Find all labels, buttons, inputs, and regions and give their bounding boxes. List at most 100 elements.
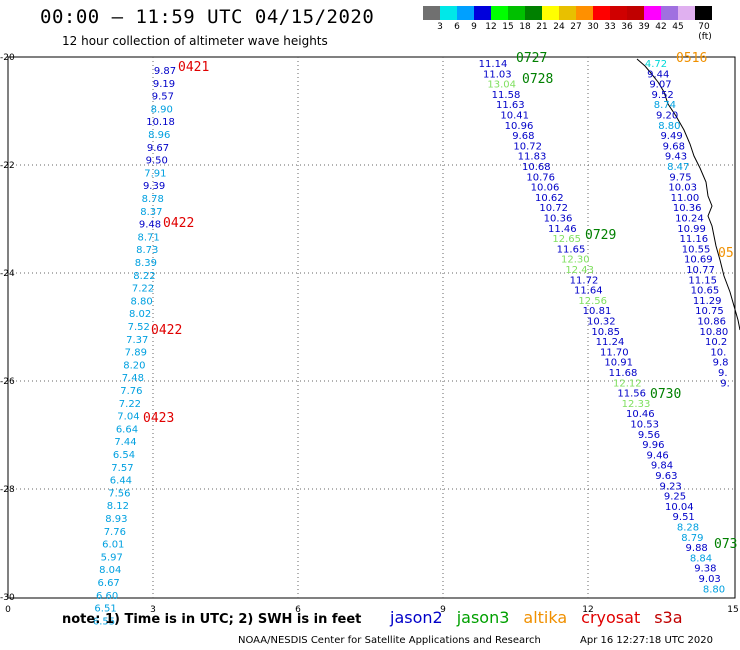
wave-height-value: 7.52 — [128, 322, 150, 333]
pass-label: 0421 — [178, 60, 209, 75]
wave-height-value: 7.91 — [144, 168, 166, 179]
wave-height-value: 9.39 — [143, 181, 165, 192]
wave-height-value: 12.30 — [561, 255, 590, 266]
wave-height-value: 10.72 — [513, 141, 542, 152]
wave-height-value: 7.89 — [125, 348, 147, 359]
color-swatch — [610, 6, 627, 20]
wave-height-value: 9.96 — [642, 440, 664, 451]
color-swatch — [661, 6, 678, 20]
wave-height-value: 8.74 — [654, 100, 676, 111]
color-swatch — [695, 6, 712, 20]
wave-height-value: 10.75 — [695, 306, 724, 317]
wave-height-value: 9.19 — [153, 79, 175, 90]
wave-height-value: 10.91 — [604, 358, 633, 369]
color-swatch — [542, 6, 559, 20]
wave-height-value: 11.63 — [496, 100, 525, 111]
wave-height-value: 9.43 — [665, 152, 687, 163]
wave-height-value: 9.46 — [647, 450, 669, 461]
wave-height-value: 9.87 — [154, 66, 176, 77]
color-scale-tick: 42 — [655, 22, 667, 32]
wave-height-value: 9.48 — [139, 220, 161, 231]
wave-height-value: 6.01 — [102, 540, 124, 551]
wave-height-value: 7.57 — [111, 463, 133, 474]
wave-height-value: 6.55 — [93, 616, 115, 627]
wave-height-value: 11.83 — [518, 152, 547, 163]
wave-height-value: 10.77 — [686, 265, 715, 276]
wave-height-value: 10.36 — [673, 203, 702, 214]
wave-height-value: 9.38 — [694, 564, 716, 575]
wave-height-value: 10.80 — [700, 327, 729, 338]
wave-height-value: 9.63 — [655, 471, 677, 482]
color-swatch — [593, 6, 610, 20]
wave-height-value: 8.90 — [151, 104, 173, 115]
pass-label: 05 — [718, 246, 734, 261]
satellite-legend: jason2 jason3 altika cryosat s3a — [390, 608, 697, 627]
color-swatch — [457, 6, 474, 20]
color-swatch — [644, 6, 661, 20]
map-grid: 0 3 6 9 12 15 -20 -22 -24 -26 -28 -30 — [0, 53, 739, 615]
color-scale-tick: 18 — [519, 22, 531, 32]
color-swatch — [559, 6, 576, 20]
wave-height-value: 9.68 — [512, 131, 534, 142]
wave-height-value: 11.16 — [680, 234, 709, 245]
color-scale-tick: 30 — [587, 22, 599, 32]
wave-height-value: 5.97 — [101, 552, 123, 563]
wave-height-value: 11.56 — [617, 389, 646, 400]
x-tick-label: 12 — [582, 605, 593, 615]
wave-height-value: 11.58 — [492, 90, 521, 101]
wave-height-value: 11.68 — [609, 368, 638, 379]
wave-height-value: 8.80 — [703, 584, 725, 595]
legend-item-s3a: s3a — [654, 608, 683, 627]
map-frame — [7, 56, 736, 599]
wave-height-value: 9.8 — [713, 358, 729, 369]
pass-label: 0728 — [522, 72, 553, 87]
wave-height-value: 11.03 — [483, 69, 512, 80]
legend-item-altika: altika — [523, 608, 568, 627]
wave-height-value: 11.64 — [574, 286, 603, 297]
wave-height-value: 10.85 — [591, 327, 620, 338]
wave-height-value: 8.47 — [667, 162, 689, 173]
wave-height-value: 6.60 — [96, 591, 118, 602]
wave-height-value: 10.36 — [544, 214, 573, 225]
wave-height-value: 11.70 — [600, 347, 629, 358]
wave-height-value: 11.65 — [557, 244, 586, 255]
pass-label: 0727 — [516, 51, 547, 66]
color-scale-tick: 9 — [471, 22, 477, 32]
wave-height-value: 11.72 — [570, 275, 599, 286]
wave-height-value: 10.65 — [691, 286, 720, 297]
y-tick-label: -24 — [0, 269, 15, 279]
wave-height-value: 7.76 — [120, 386, 142, 397]
wave-height-value: 8.04 — [99, 565, 121, 576]
wave-height-value: 12.65 — [552, 234, 581, 245]
color-swatch — [508, 6, 525, 20]
y-tick-label: -20 — [0, 53, 15, 63]
wave-height-value: 7.76 — [104, 527, 126, 538]
wave-height-value: 12.56 — [578, 296, 607, 307]
pass-label: 0729 — [585, 228, 616, 243]
wave-height-value: 10.04 — [665, 502, 694, 513]
wave-height-value: 10.18 — [146, 117, 175, 128]
pass-label: 0730 — [650, 387, 681, 402]
wave-height-value: 7.44 — [114, 437, 136, 448]
color-scale-tick: 39 — [638, 22, 650, 32]
x-tick-label: 6 — [295, 605, 301, 615]
pass-label: 0422 — [163, 216, 194, 231]
wave-height-value: 9.84 — [651, 461, 673, 472]
wave-height-value: 10.53 — [630, 420, 659, 431]
pass-label: 073 — [714, 537, 737, 552]
x-tick-label: 0 — [5, 605, 11, 615]
wave-height-value: 10.06 — [531, 183, 560, 194]
color-swatch — [576, 6, 593, 20]
wave-height-value: 8.12 — [107, 501, 129, 512]
legend-item-jason3: jason3 — [456, 608, 510, 627]
color-swatch — [474, 6, 491, 20]
wave-height-value: 6.67 — [98, 578, 120, 589]
x-tick-label: 9 — [440, 605, 446, 615]
wave-height-value: 10.81 — [583, 306, 612, 317]
color-scale-tick: 33 — [604, 22, 616, 32]
wave-height-value: 12.12 — [613, 378, 642, 389]
wave-height-value: 13.04 — [487, 80, 516, 91]
wave-height-value: 11.46 — [548, 224, 577, 235]
wave-height-value: 6.64 — [116, 424, 138, 435]
wave-height-value: 9. — [720, 378, 730, 389]
